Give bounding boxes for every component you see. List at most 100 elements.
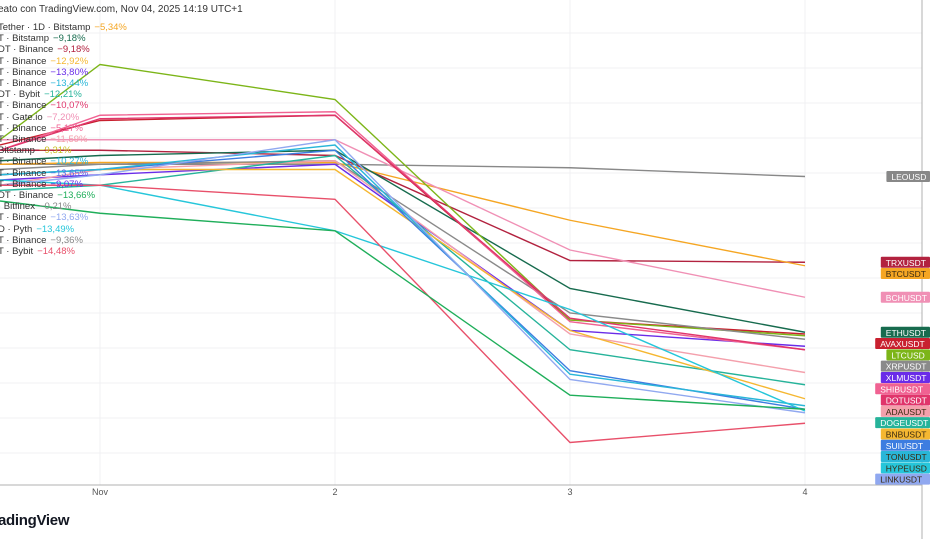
price-tag-leousd: LEOUSD xyxy=(886,171,930,182)
svg-text:BCHUSDT: BCHUSDT xyxy=(886,293,927,303)
legend-change: −5,34% xyxy=(94,22,127,33)
legend-change: −5,17% xyxy=(50,122,83,134)
price-tag-xrpusdt: XRPUSDT xyxy=(880,360,930,372)
series-line-ltcusd xyxy=(0,63,806,337)
legend-symbol: T · Binance xyxy=(0,234,47,246)
legend-change: −9,07% xyxy=(50,178,83,190)
legend-change: −13,65% xyxy=(50,167,89,179)
legend-symbol: Tether · 1D · Bitstamp xyxy=(0,22,91,33)
legend-item[interactable]: T · Bitstamp −9,18% xyxy=(0,33,127,44)
legend-change: −12,21% xyxy=(44,89,82,101)
legend-item[interactable]: T · Binance −10,27% xyxy=(0,156,127,167)
legend-symbol: T · Binance xyxy=(0,156,47,168)
legend-item[interactable]: DT · Binance −9,18% xyxy=(0,44,127,55)
price-tag-hypeusd: HYPEUSD xyxy=(880,462,930,474)
legend-item[interactable]: T · Binance −5,17% xyxy=(0,123,127,134)
svg-text:DOGEUSDT: DOGEUSDT xyxy=(880,418,928,428)
price-tag-shibusdt: SHIBUSDT xyxy=(875,383,930,395)
legend-symbol: D · Pyth xyxy=(0,223,33,235)
price-tag-tonusdt: TONUSDT xyxy=(880,451,930,463)
legend-item[interactable]: DT · Binance −13,66% xyxy=(0,190,127,201)
legend-change: −13,44% xyxy=(50,78,89,90)
legend-item[interactable]: T · Binance −10,07% xyxy=(0,100,127,111)
grid xyxy=(0,0,922,485)
svg-text:SHIBUSDT: SHIBUSDT xyxy=(880,384,923,394)
legend-item[interactable]: T · Binance −9,07% xyxy=(0,179,127,190)
price-tag-btcusdt: BTCUSDT xyxy=(880,268,930,280)
price-tag-xlmusdt: XLMUSDT xyxy=(880,371,930,383)
legend-change: −14,48% xyxy=(37,246,75,258)
price-tag-suiusdt: SUIUSDT xyxy=(880,439,930,451)
price-tag-linkusdt: LINKUSDT xyxy=(875,473,930,485)
x-tick-label: 3 xyxy=(567,487,572,497)
legend-item[interactable]: T · Binance −12,92% xyxy=(0,56,127,67)
x-tick-label: Nov xyxy=(92,487,109,497)
legend-item[interactable]: Tether · 1D · Bitstamp −5,34% xyxy=(0,22,127,33)
legend-change: −10,07% xyxy=(50,100,89,112)
price-tag-dogeusdt: DOGEUSDT xyxy=(875,417,930,429)
legend-symbol: DT · Bybit xyxy=(0,89,41,101)
legend: Tether · 1D · Bitstamp −5,34% T · Bitstamp… xyxy=(0,22,127,257)
legend-item[interactable]: · Bitfinex −0,21% xyxy=(0,201,127,212)
legend-change: −9,18% xyxy=(53,33,86,45)
legend-change: −7,20% xyxy=(46,111,80,123)
series-line-dotusdt xyxy=(0,114,806,351)
legend-symbol: DT · Binance xyxy=(0,44,54,56)
svg-text:LTCUSD: LTCUSD xyxy=(891,350,924,360)
legend-item[interactable]: T · Binance −13,44% xyxy=(0,78,127,89)
legend-symbol: T · Binance xyxy=(0,134,47,146)
series-line-series-19 xyxy=(0,200,806,410)
legend-item[interactable]: DT · Bybit −12,21% xyxy=(0,89,127,100)
legend-symbol: Bitstamp xyxy=(0,145,35,157)
legend-change: −12,92% xyxy=(50,55,89,67)
x-tick-label: 2 xyxy=(332,487,337,497)
legend-change: −13,49% xyxy=(36,223,75,235)
legend-symbol: T · Bybit xyxy=(0,246,34,258)
legend-change: −13,63% xyxy=(50,212,89,224)
legend-symbol: T · Binance xyxy=(0,122,47,134)
legend-change: −0,21% xyxy=(38,201,72,213)
legend-symbol: T · Binance xyxy=(0,66,47,78)
series-line-linkusdt xyxy=(0,139,806,414)
legend-symbol: T · Gate.io xyxy=(0,111,43,123)
svg-text:LEOUSD: LEOUSD xyxy=(891,172,926,182)
x-tick-label: 4 xyxy=(802,487,807,497)
legend-change: −9,18% xyxy=(57,44,90,56)
legend-item[interactable]: Bitstamp −9,31% xyxy=(0,145,127,156)
legend-item[interactable]: T · Bybit −14,48% xyxy=(0,246,127,257)
price-tag-bnbusdt: BNBUSDT xyxy=(880,428,930,440)
legend-change: −13,80% xyxy=(50,66,89,78)
legend-item[interactable]: T · Binance −11,59% xyxy=(0,134,127,145)
legend-item[interactable]: T · Binance −13,63% xyxy=(0,212,127,223)
legend-symbol: · Bitfinex xyxy=(0,201,35,213)
legend-change: −11,59% xyxy=(50,134,88,146)
svg-text:ETHUSDT: ETHUSDT xyxy=(886,328,926,338)
legend-change: −9,36% xyxy=(50,234,83,246)
legend-symbol: T · Binance xyxy=(0,55,47,67)
series-line-tonusdt xyxy=(0,144,806,407)
series-lines xyxy=(0,63,806,444)
series-line-shibusdt xyxy=(0,111,806,351)
svg-text:ADAUSDT: ADAUSDT xyxy=(886,407,927,417)
legend-item[interactable]: T · Gate.io −7,20% xyxy=(0,112,127,123)
x-axis-ticks: Nov 2 3 4 xyxy=(92,487,808,497)
price-tag-ethusdt: ETHUSDT xyxy=(880,326,930,338)
legend-item[interactable]: T · Binance −13,80% xyxy=(0,67,127,78)
legend-item[interactable]: T · Binance −13,65% xyxy=(0,168,127,179)
price-tag-avaxusdt: AVAXUSDT xyxy=(875,338,930,350)
svg-text:HYPEUSD: HYPEUSD xyxy=(886,463,927,473)
svg-text:TRXUSDT: TRXUSDT xyxy=(886,258,926,268)
legend-item[interactable]: D · Pyth −13,49% xyxy=(0,224,127,235)
series-line-xlmusdt xyxy=(0,163,806,347)
series-line-dogeusdt xyxy=(0,154,806,386)
svg-text:TONUSDT: TONUSDT xyxy=(886,452,927,462)
series-line-btcusdt xyxy=(0,161,806,267)
legend-symbol: T · Binance xyxy=(0,100,47,112)
series-line-series-18 xyxy=(0,184,806,444)
price-tag-dotusdt: DOTUSDT xyxy=(880,394,930,406)
legend-symbol: T · Binance xyxy=(0,212,47,224)
chart-header: eato con TradingView.com, Nov 04, 2025 1… xyxy=(0,4,243,15)
legend-item[interactable]: T · Binance −9,36% xyxy=(0,235,127,246)
